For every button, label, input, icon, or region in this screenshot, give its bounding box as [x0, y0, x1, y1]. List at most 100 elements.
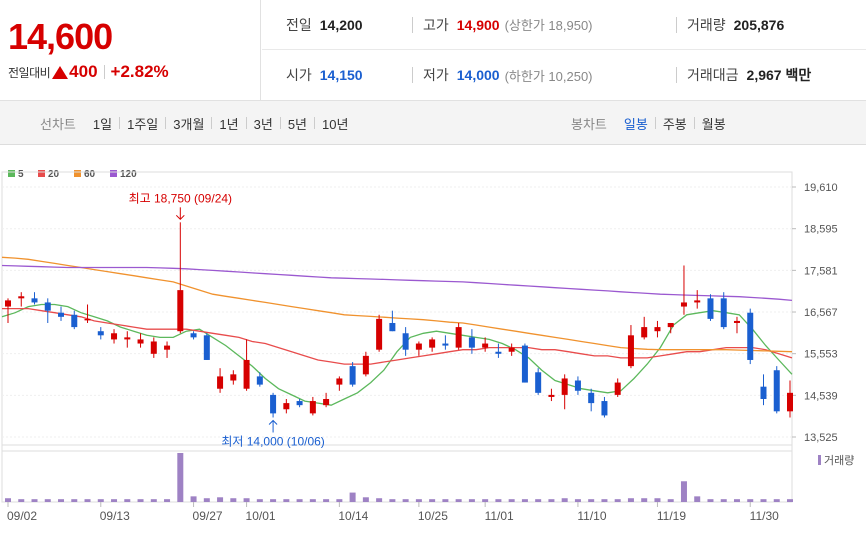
high-annotation-label: 최고 18,750 (09/24) [129, 191, 232, 205]
x-tick-label: 10/01 [246, 509, 276, 523]
candle-chart-types: 봉차트 일봉 주봉 월봉 [571, 101, 726, 145]
x-axis: 09/02 09/13 09/27 10/01 10/14 10/25 11/01 11/10… [7, 502, 779, 523]
candle-chart-title: 봉차트 [571, 116, 607, 132]
candle-body [402, 333, 409, 350]
period-3y[interactable]: 3년 [253, 116, 273, 132]
volume-bar [111, 499, 118, 502]
volume-bar [415, 499, 422, 502]
divider [279, 117, 281, 129]
candles [5, 222, 793, 418]
volume-bar [124, 499, 131, 502]
y-axis: 19,610 18,595 17,581 16,567 15,553 14,539 13,5… [792, 182, 838, 444]
volume-bar [18, 499, 25, 502]
volume-bar [574, 499, 581, 502]
legend-label: 20 [48, 169, 60, 180]
change-amount: 400 [69, 62, 98, 81]
ma-line-5 [1, 303, 793, 406]
annotations: 최고 18,750 (09/24) 최저 14,000 (10/06) [129, 191, 325, 448]
prev-close: 전일 14,200 [286, 17, 363, 33]
current-price: 14,600 [8, 16, 113, 57]
volume-bar [654, 498, 661, 502]
candle-body [84, 318, 91, 321]
candle-body [230, 374, 237, 381]
period-10y[interactable]: 10년 [322, 116, 349, 132]
candle-body [680, 302, 687, 307]
volume-legend-swatch [818, 455, 821, 465]
candle-body [747, 312, 754, 360]
candle-body [164, 345, 171, 350]
candle-body [667, 322, 674, 328]
up-triangle-icon [52, 65, 69, 79]
y-tick-label: 18,595 [804, 224, 838, 236]
divider [314, 117, 316, 129]
volume-bar [773, 499, 780, 502]
y-tick-label: 19,610 [804, 182, 838, 194]
divider [165, 117, 167, 129]
candle-body [256, 376, 263, 385]
candle-weekly[interactable]: 주봉 [662, 116, 687, 132]
candle-body [773, 370, 780, 412]
open-price: 시가 14,150 [286, 67, 363, 83]
price-summary: 14,600 전일대비 400 +2.82% 전일 14,200 고가 14,9… [0, 0, 866, 101]
period-1y[interactable]: 1년 [219, 116, 239, 132]
period-1d[interactable]: 1일 [92, 116, 113, 132]
candle-body [415, 343, 422, 350]
candle-body [641, 327, 648, 338]
candle-body [18, 296, 25, 299]
period-5y[interactable]: 5년 [287, 116, 308, 132]
candle-body [760, 386, 767, 399]
low-value: 14,000 [456, 67, 500, 83]
change-percent: +2.82% [110, 62, 169, 81]
candle-body [787, 392, 793, 412]
change-label: 전일대비 [8, 65, 51, 80]
low-price: 저가 14,000 (하한가 10,250) [412, 67, 593, 84]
stock-chart: 5 20 60 120 19,610 18,595 17,581 16,567 15,553 1… [0, 145, 866, 546]
candle-monthly[interactable]: 월봉 [701, 116, 726, 132]
stats-row-2: 시가 14,150 저가 14,000 (하한가 10,250) 거래대금 2,… [262, 50, 866, 100]
candle-body [588, 392, 595, 404]
candle-body [561, 378, 568, 395]
volume-bar [733, 499, 740, 502]
volume-bar [535, 499, 542, 502]
period-1w[interactable]: 1주일 [127, 116, 159, 132]
candle-body [429, 339, 436, 348]
volume-bar [429, 499, 436, 502]
candle-body [468, 337, 475, 348]
volume-bar [217, 497, 224, 502]
trade-amount: 거래대금 2,967 백만 [676, 67, 811, 83]
legend-label: 120 [120, 169, 137, 180]
moving-average-lines [1, 256, 793, 406]
volume-bar [680, 481, 687, 502]
divider [119, 117, 121, 129]
volume-bar [389, 499, 396, 502]
volume-bar [402, 499, 409, 502]
candle-body [71, 314, 78, 328]
volume-bar [256, 499, 263, 502]
candle-body [270, 394, 277, 414]
chart-legend: 5 20 60 120 [8, 169, 137, 180]
period-toolbar: 선차트 1일 1주일 3개월 1년 3년 5년 10년 봉차트 일봉 주봉 월봉 [0, 101, 866, 145]
volume-bar [720, 499, 727, 502]
low-annotation-label: 최저 14,000 (10/06) [221, 434, 324, 448]
volume-bar [230, 498, 237, 502]
divider [245, 117, 247, 129]
volume-legend-label: 거래량 [824, 454, 854, 467]
price-stats: 전일 14,200 고가 14,900 (상한가 18,950) 거래량 205… [262, 0, 866, 101]
candle-daily[interactable]: 일봉 [623, 116, 648, 132]
candle-body [508, 347, 515, 352]
candle-body [376, 318, 383, 350]
volume-bar [482, 499, 489, 502]
volume-bar [747, 499, 754, 502]
candle-body [720, 298, 727, 328]
volume-value: 205,876 [733, 16, 785, 33]
volume-label: 거래량 [687, 16, 726, 33]
legend-swatch [8, 170, 15, 177]
volume-bar [97, 499, 104, 502]
volume-bar [362, 497, 369, 502]
candle-body [323, 398, 330, 406]
period-3m[interactable]: 3개월 [173, 116, 205, 132]
volume-bar [641, 498, 648, 502]
candle-body [455, 327, 462, 348]
volume-bar [150, 499, 157, 502]
ma-line-60 [1, 256, 793, 353]
